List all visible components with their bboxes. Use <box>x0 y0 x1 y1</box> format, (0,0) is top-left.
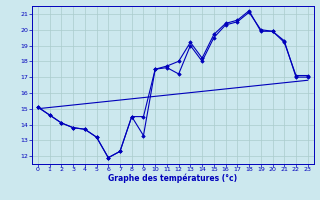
X-axis label: Graphe des températures (°c): Graphe des températures (°c) <box>108 174 237 183</box>
